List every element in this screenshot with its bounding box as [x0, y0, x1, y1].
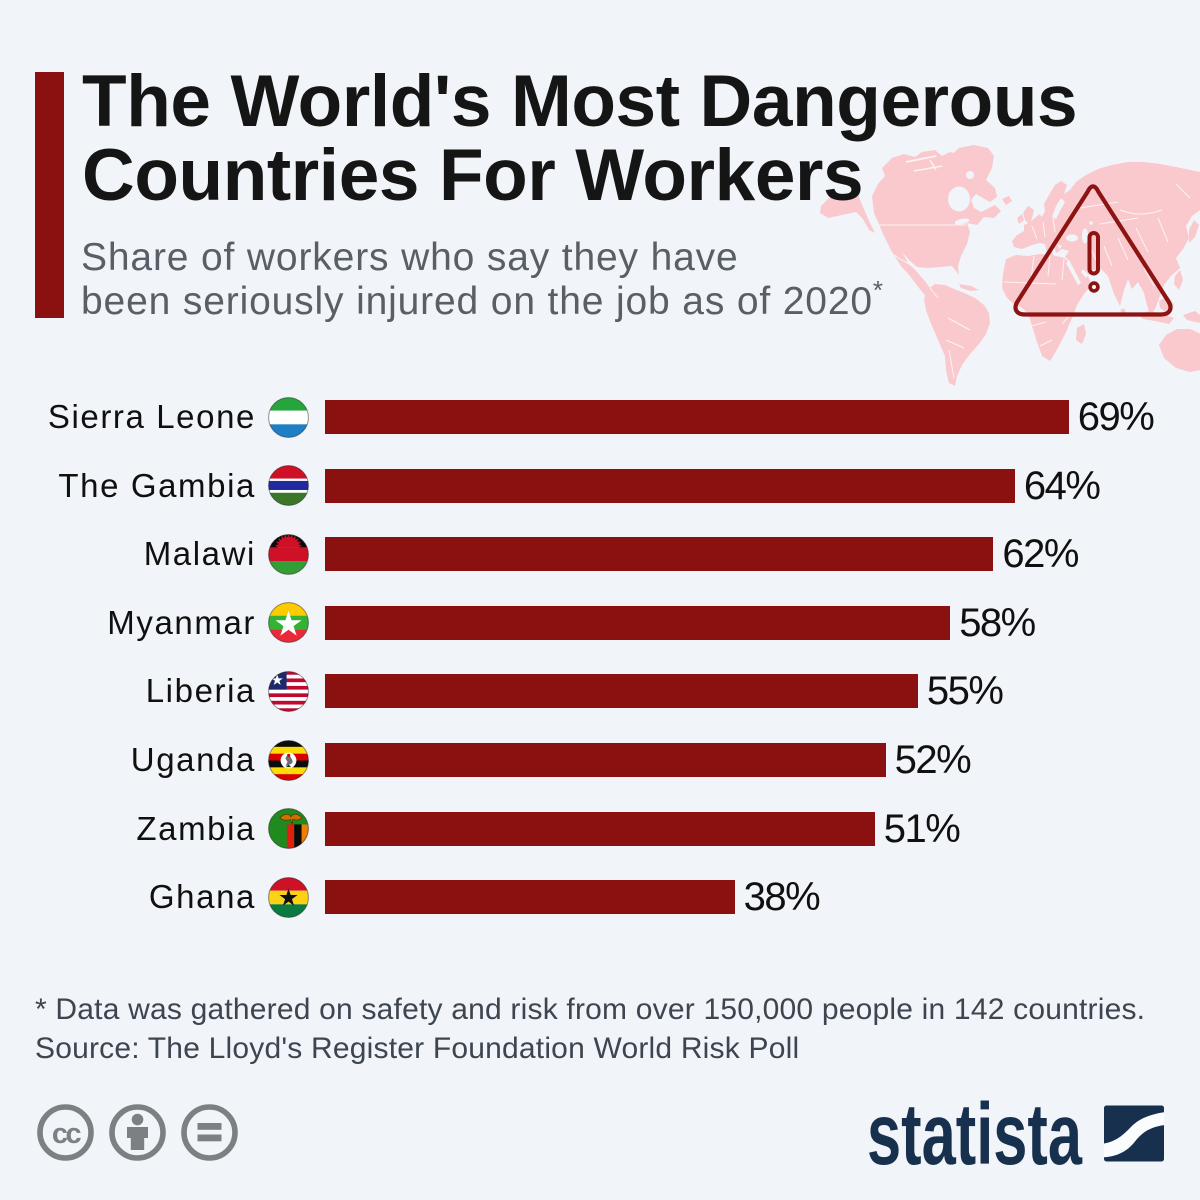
svg-text:statista: statista	[867, 1095, 1082, 1167]
svg-text:cc: cc	[52, 1118, 82, 1150]
